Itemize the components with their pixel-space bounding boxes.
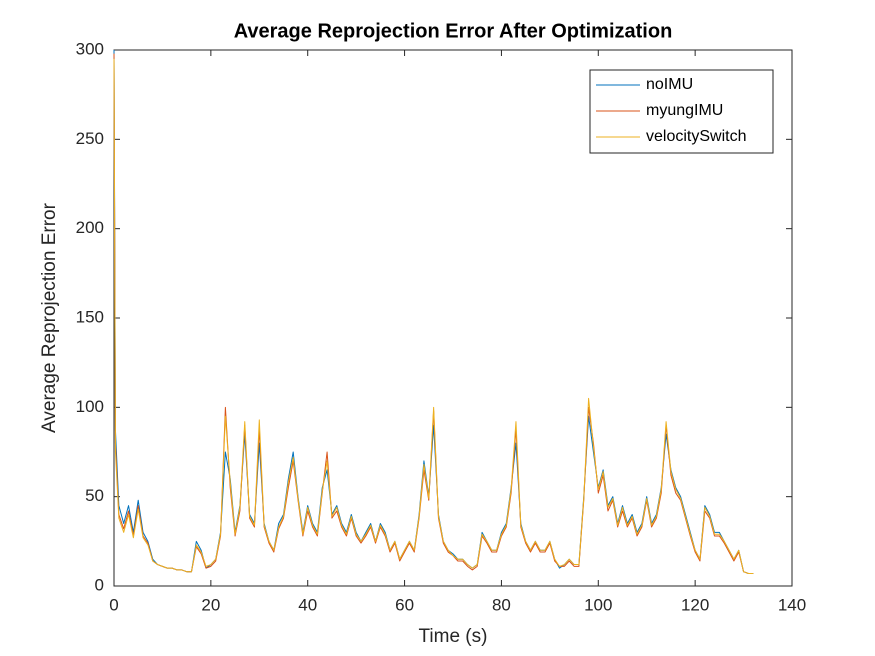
x-tick-label: 140 — [778, 595, 806, 614]
x-axis-label: Time (s) — [419, 626, 488, 647]
legend-label: velocitySwitch — [646, 128, 746, 145]
x-tick-label: 120 — [681, 595, 709, 614]
x-tick-label: 20 — [201, 595, 220, 614]
chart-title: Average Reprojection Error After Optimiz… — [234, 20, 673, 42]
x-tick-label: 80 — [492, 595, 511, 614]
y-tick-label: 200 — [76, 218, 104, 237]
y-tick-label: 250 — [76, 129, 104, 148]
legend-label: noIMU — [646, 76, 693, 93]
y-tick-label: 100 — [76, 397, 104, 416]
x-tick-label: 40 — [298, 595, 317, 614]
y-tick-label: 0 — [95, 575, 104, 594]
data-line — [113, 58, 754, 574]
x-tick-label: 60 — [395, 595, 414, 614]
y-axis-label: Average Reprojection Error — [39, 202, 60, 433]
y-tick-label: 300 — [76, 39, 104, 58]
x-tick-label: 0 — [109, 595, 118, 614]
x-tick-label: 100 — [584, 595, 612, 614]
y-tick-label: 50 — [85, 486, 104, 505]
legend-label: myungIMU — [646, 102, 723, 119]
y-tick-label: 150 — [76, 307, 104, 326]
